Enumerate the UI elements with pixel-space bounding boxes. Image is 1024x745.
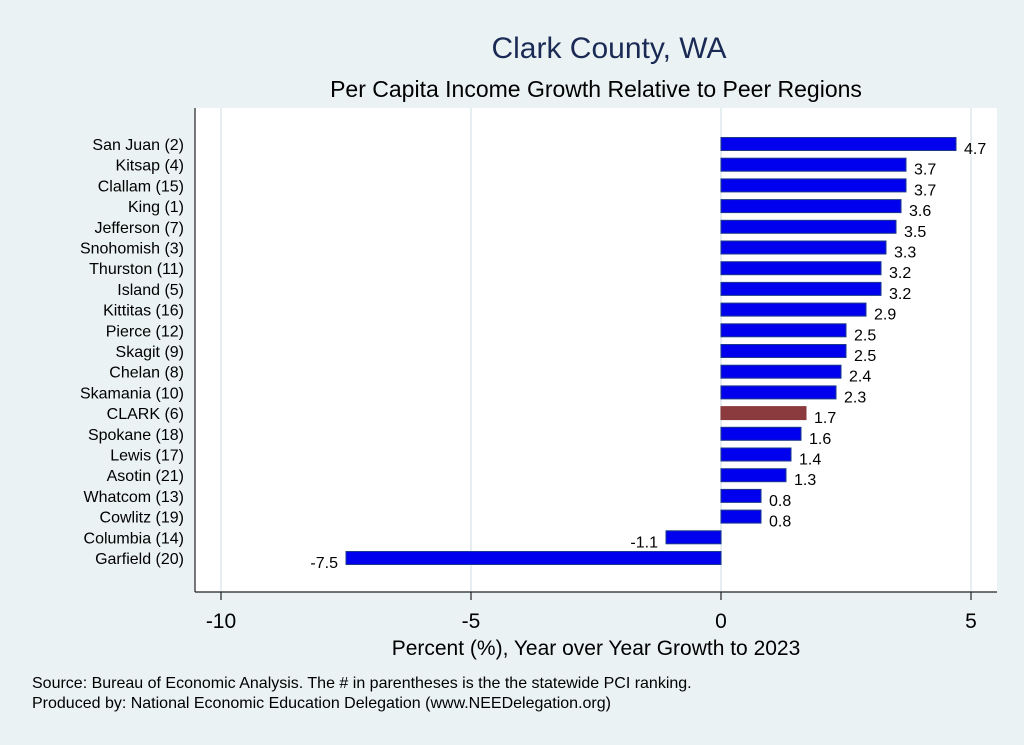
category-label: Whatcom (13) bbox=[84, 489, 184, 506]
x-axis-title: Percent (%), Year over Year Growth to 20… bbox=[392, 637, 801, 660]
value-label: -1.1 bbox=[630, 534, 658, 551]
value-label: 3.6 bbox=[909, 203, 931, 220]
bar bbox=[720, 323, 847, 338]
bar bbox=[720, 385, 837, 400]
bar bbox=[720, 199, 902, 214]
value-label: 3.2 bbox=[889, 286, 911, 303]
value-label: -7.5 bbox=[310, 555, 338, 572]
category-label: Columbia (14) bbox=[84, 530, 184, 547]
chart-title: Clark County, WA bbox=[491, 32, 726, 65]
value-label: 0.8 bbox=[769, 514, 791, 531]
x-tick-label: 5 bbox=[965, 610, 977, 633]
bar bbox=[720, 426, 802, 441]
bar bbox=[345, 551, 722, 565]
bars bbox=[345, 137, 957, 565]
value-labels: 4.7 3.7 3.7 3.6 3.5 3.3 3.2 3.2 2.9 2.5 2.5 2.4 2.3 1… bbox=[310, 141, 986, 572]
value-label: 3.7 bbox=[914, 182, 936, 199]
value-label: 0.8 bbox=[769, 493, 791, 510]
bar bbox=[720, 468, 787, 483]
x-tick-label: 0 bbox=[715, 610, 727, 633]
bar bbox=[720, 364, 842, 379]
value-label: 1.6 bbox=[809, 431, 831, 448]
bar bbox=[665, 530, 722, 545]
bar bbox=[720, 261, 882, 276]
bar bbox=[720, 281, 882, 296]
bar bbox=[720, 219, 897, 234]
bar bbox=[720, 240, 887, 255]
value-label: 2.9 bbox=[874, 307, 896, 324]
value-label: 1.7 bbox=[814, 410, 836, 427]
bar bbox=[720, 157, 907, 172]
chart-subtitle: Per Capita Income Growth Relative to Pee… bbox=[330, 76, 862, 102]
bar bbox=[720, 344, 847, 358]
category-label: Clallam (15) bbox=[98, 178, 184, 195]
value-label: 4.7 bbox=[964, 141, 986, 158]
bar bbox=[720, 447, 792, 462]
value-label: 2.3 bbox=[844, 389, 866, 406]
category-label: Skamania (10) bbox=[80, 385, 184, 402]
x-tick-label: -5 bbox=[462, 610, 481, 633]
value-label: 2.4 bbox=[849, 369, 871, 386]
category-label: Cowlitz (19) bbox=[100, 510, 184, 527]
bar bbox=[720, 137, 957, 151]
value-label: 3.3 bbox=[894, 245, 916, 262]
category-label: Thurston (11) bbox=[89, 261, 184, 278]
category-label: Garfield (20) bbox=[95, 551, 184, 568]
category-label: San Juan (2) bbox=[92, 137, 184, 154]
value-label: 2.5 bbox=[854, 348, 876, 365]
bar-highlight bbox=[720, 406, 807, 421]
category-labels: San Juan (2) Kitsap (4) Clallam (15) King (… bbox=[80, 137, 184, 568]
value-label: 1.3 bbox=[794, 472, 816, 489]
category-label: Island (5) bbox=[117, 282, 184, 299]
value-label: 1.4 bbox=[799, 452, 821, 469]
category-label: CLARK (6) bbox=[107, 406, 184, 423]
value-label: 3.5 bbox=[904, 224, 926, 241]
bar bbox=[720, 302, 867, 317]
category-label: Pierce (12) bbox=[106, 323, 184, 340]
category-label: Skagit (9) bbox=[116, 344, 184, 361]
source-note: Source: Bureau of Economic Analysis. The… bbox=[32, 675, 692, 692]
bar bbox=[720, 509, 762, 524]
category-label: Lewis (17) bbox=[110, 448, 184, 465]
category-label: King (1) bbox=[128, 199, 184, 216]
x-axis-ticks: -10 -5 0 5 bbox=[206, 592, 977, 633]
produced-by-note: Produced by: National Economic Education… bbox=[32, 695, 611, 712]
category-label: Kitsap (4) bbox=[116, 158, 184, 175]
category-label: Snohomish (3) bbox=[80, 241, 184, 258]
value-label: 3.2 bbox=[889, 265, 911, 282]
value-label: 3.7 bbox=[914, 162, 936, 179]
category-label: Asotin (21) bbox=[107, 468, 184, 485]
category-label: Kittitas (16) bbox=[103, 303, 184, 320]
category-label: Chelan (8) bbox=[109, 365, 184, 382]
bar bbox=[720, 488, 762, 503]
bar bbox=[720, 178, 907, 193]
x-tick-label: -10 bbox=[206, 610, 236, 633]
value-label: 2.5 bbox=[854, 327, 876, 344]
category-label: Spokane (18) bbox=[88, 427, 184, 444]
category-label: Jefferson (7) bbox=[94, 220, 184, 237]
